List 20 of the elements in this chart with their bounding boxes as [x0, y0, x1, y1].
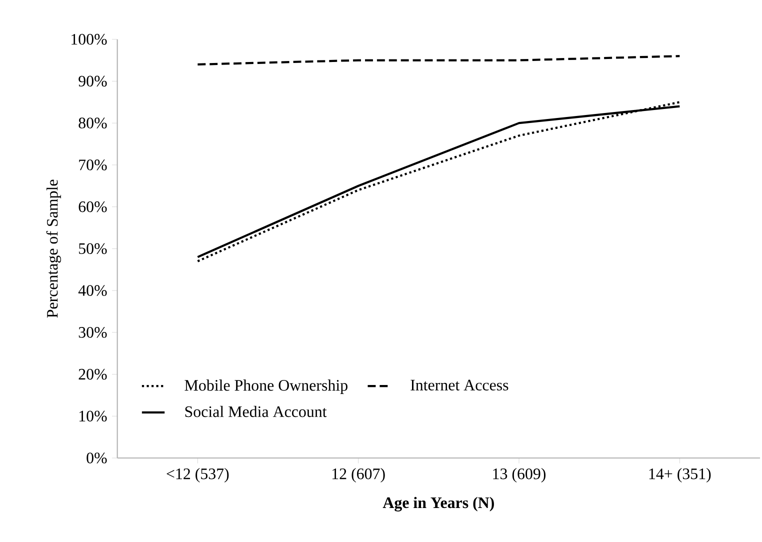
y-tick-label: 90%: [78, 76, 107, 87]
legend-label: Internet Access: [410, 380, 508, 390]
x-tick-label: 14+ (351): [649, 468, 711, 482]
y-tick-label: 70%: [79, 160, 107, 170]
y-tick-label: 50%: [79, 243, 107, 254]
x-axis-title: Age in Years (N): [382, 496, 494, 512]
y-tick-label: 30%: [78, 326, 107, 338]
y-tick-label: 80%: [78, 118, 107, 128]
y-tick-label: 20%: [78, 368, 107, 380]
y-tick-label: 60%: [78, 201, 107, 212]
legend-label: Mobile Phone Ownership: [184, 380, 348, 394]
x-tick-label: <12 (537): [166, 468, 229, 482]
y-axis-title: Percentage of Sample: [46, 180, 62, 318]
x-tick-label: 13 (609): [493, 468, 546, 482]
y-tick-label: 10%: [80, 410, 107, 422]
y-tick-label: 0%: [86, 452, 107, 464]
legend-label: Social Media Account: [185, 406, 327, 418]
x-tick-label: 12 (607): [332, 468, 385, 482]
y-tick-label: 100%: [72, 34, 107, 45]
y-tick-label: 40%: [78, 285, 107, 296]
